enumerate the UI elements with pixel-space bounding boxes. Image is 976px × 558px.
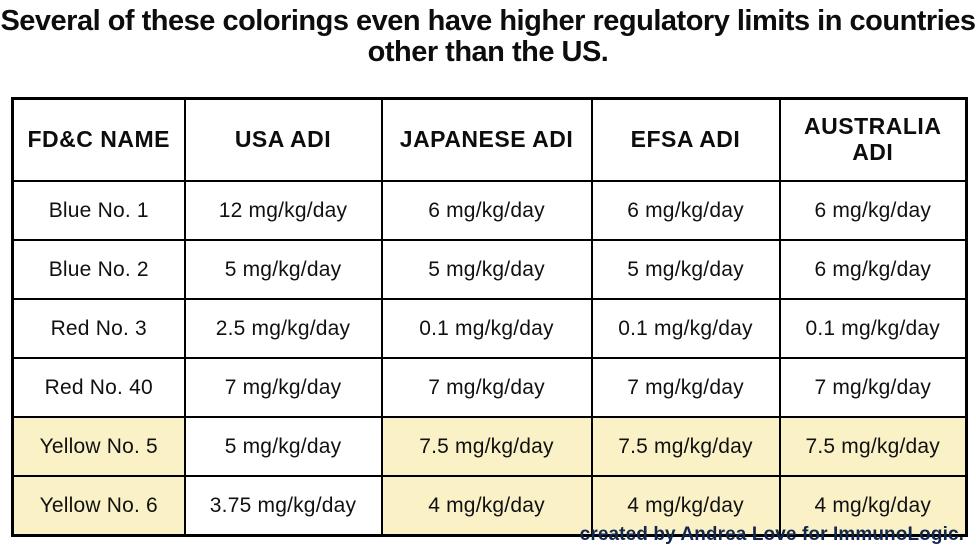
table-cell: 12 mg/kg/day bbox=[183, 180, 383, 241]
row-name-cell: Red No. 40 bbox=[11, 357, 186, 418]
table-cell: 5 mg/kg/day bbox=[183, 416, 383, 477]
table-cell: 7 mg/kg/day bbox=[778, 357, 968, 418]
column-header-australia-adi: AUSTRALIA ADI bbox=[778, 97, 968, 182]
row-name-cell: Blue No. 1 bbox=[11, 180, 186, 241]
table-cell: 0.1 mg/kg/day bbox=[380, 298, 593, 359]
table-cell: 4 mg/kg/day bbox=[380, 475, 593, 537]
table-cell: 0.1 mg/kg/day bbox=[778, 298, 968, 359]
page-title: Several of these colorings even have hig… bbox=[0, 5, 976, 69]
table-row-red-40: Red No. 40 7 mg/kg/day 7 mg/kg/day 7 mg/… bbox=[11, 357, 968, 418]
table-cell: 6 mg/kg/day bbox=[380, 180, 593, 241]
row-name-cell: Yellow No. 5 bbox=[11, 416, 186, 477]
table-row-blue-1: Blue No. 1 12 mg/kg/day 6 mg/kg/day 6 mg… bbox=[11, 180, 968, 241]
table-cell: 5 mg/kg/day bbox=[183, 239, 383, 300]
table-cell: 5 mg/kg/day bbox=[380, 239, 593, 300]
column-header-fdc-name: FD&C NAME bbox=[11, 97, 186, 182]
table-cell: 4 mg/kg/day bbox=[778, 475, 968, 537]
column-header-japanese-adi: JAPANESE ADI bbox=[380, 97, 593, 182]
table-row-blue-2: Blue No. 2 5 mg/kg/day 5 mg/kg/day 5 mg/… bbox=[11, 239, 968, 300]
adi-comparison-table: FD&C NAME USA ADI JAPANESE ADI EFSA ADI … bbox=[11, 97, 968, 537]
table-cell: 7 mg/kg/day bbox=[380, 357, 593, 418]
row-name-cell: Yellow No. 6 bbox=[11, 475, 186, 537]
table-cell: 6 mg/kg/day bbox=[778, 239, 968, 300]
table-cell: 7 mg/kg/day bbox=[183, 357, 383, 418]
table-row-yellow-5: Yellow No. 5 5 mg/kg/day 7.5 mg/kg/day 7… bbox=[11, 416, 968, 477]
table-row-red-3: Red No. 3 2.5 mg/kg/day 0.1 mg/kg/day 0.… bbox=[11, 298, 968, 359]
credit-line: created by Andrea Love for ImmunoLogic. bbox=[579, 524, 964, 545]
row-name-cell: Red No. 3 bbox=[11, 298, 186, 359]
table-cell: 6 mg/kg/day bbox=[590, 180, 781, 241]
table-cell: 0.1 mg/kg/day bbox=[590, 298, 781, 359]
table-cell: 3.75 mg/kg/day bbox=[183, 475, 383, 537]
table-cell: 7.5 mg/kg/day bbox=[380, 416, 593, 477]
table-cell: 5 mg/kg/day bbox=[590, 239, 781, 300]
table-row-yellow-6: Yellow No. 6 3.75 mg/kg/day 4 mg/kg/day … bbox=[11, 475, 968, 537]
column-header-efsa-adi: EFSA ADI bbox=[590, 97, 781, 182]
table-cell: 2.5 mg/kg/day bbox=[183, 298, 383, 359]
table-cell: 7 mg/kg/day bbox=[590, 357, 781, 418]
table-cell: 7.5 mg/kg/day bbox=[778, 416, 968, 477]
table-cell: 7.5 mg/kg/day bbox=[590, 416, 781, 477]
header-row: FD&C NAME USA ADI JAPANESE ADI EFSA ADI … bbox=[11, 97, 968, 182]
table-cell: 4 mg/kg/day bbox=[590, 475, 781, 537]
column-header-usa-adi: USA ADI bbox=[183, 97, 383, 182]
row-name-cell: Blue No. 2 bbox=[11, 239, 186, 300]
table-cell: 6 mg/kg/day bbox=[778, 180, 968, 241]
